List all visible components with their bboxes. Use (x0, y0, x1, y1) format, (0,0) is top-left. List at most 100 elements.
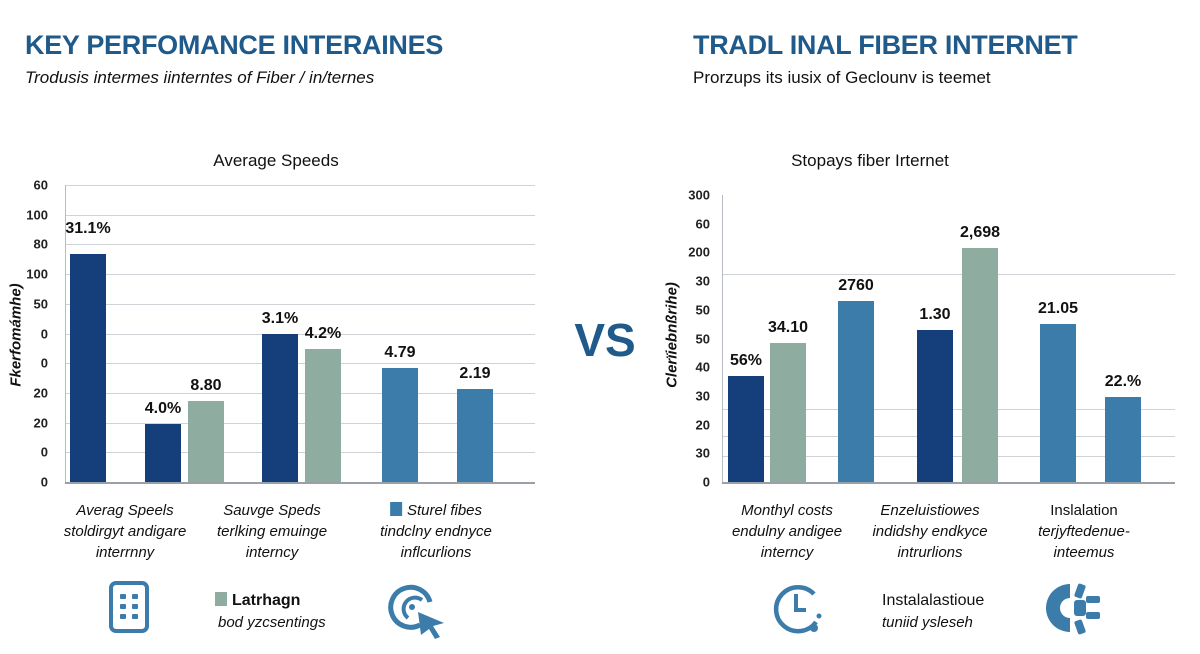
target-cursor-icon (388, 584, 444, 639)
bar-value-label: 2760 (838, 276, 874, 294)
y-tick-label: 300 (688, 187, 710, 203)
bar-value-label: 4.0% (144, 400, 182, 418)
category-line: terjyftedenue- (1038, 523, 1130, 540)
category-line: interrnny (95, 544, 155, 561)
left-title: KEY PERFOMANCE INTERAINES (25, 30, 444, 60)
category-line: interncy (245, 544, 299, 561)
y-tick-label: 100 (26, 207, 48, 223)
y-tick-label: 30 (695, 445, 710, 461)
left-category-3: Sturel fibes tindclny endnyce inflcurlio… (380, 500, 492, 563)
category-line: endulny andigee (731, 523, 843, 540)
bar (70, 253, 106, 482)
gridline (65, 392, 535, 394)
y-tick-label: 50 (33, 296, 48, 312)
bar (1040, 323, 1076, 482)
left-category-2: Sauvge Speds terlking emuinge interncy (217, 500, 327, 563)
gridline (65, 274, 535, 276)
category-line: tindclny endnyce (380, 523, 492, 540)
bar (728, 376, 764, 482)
right-category-3: Inslalation terjyftedenue- inteemus (1038, 500, 1130, 563)
bar-value-label: 2,698 (959, 224, 1001, 242)
vs-label: VS (574, 314, 636, 366)
bar (838, 300, 874, 482)
right-category-2: Enzeluistiowes indidshy endkyce intrurli… (872, 500, 987, 563)
gridline (722, 273, 1175, 275)
right-chart-title: Stopays fiber Irternet (791, 151, 949, 170)
category-line: intrurlions (897, 544, 963, 561)
category-line: terlking emuinge (216, 523, 328, 540)
right-subtitle: Prorzups its iusix of Geclounv is teemet (693, 68, 991, 87)
bar-value-label: 1.30 (919, 305, 951, 323)
bar-value-label: 31.1% (65, 219, 111, 237)
y-tick-label: 0 (40, 444, 48, 460)
gridline (65, 482, 535, 484)
bar (962, 248, 998, 482)
y-tick-label: 200 (688, 244, 710, 260)
bar (917, 329, 953, 482)
bar (382, 367, 418, 482)
gridline (65, 303, 535, 305)
bar (770, 343, 806, 482)
category-line: indidshy endkyce (872, 523, 988, 540)
legend-item-left: Latrhagn (215, 592, 300, 610)
category-line: Sturel fibes (406, 502, 483, 519)
y-tick-label: 100 (26, 266, 48, 282)
y-tick-label: 30 (695, 273, 710, 289)
legend-label-right: Instalalastioue (882, 592, 985, 609)
gear-icon (1046, 583, 1100, 635)
bar-value-label: 8.80 (190, 376, 222, 394)
bar-value-label: 2.19 (459, 365, 491, 383)
y-tick-label: 60 (695, 216, 710, 232)
y-tick-label: 0 (40, 355, 48, 371)
y-axis-line (722, 195, 723, 482)
legend-sublabel-left: bod yzcsentings (218, 614, 326, 631)
bar (145, 424, 181, 482)
y-tick-label: 50 (695, 302, 710, 318)
bar (457, 389, 493, 482)
clock-icon (773, 585, 822, 634)
y-tick-label: 20 (33, 385, 48, 401)
gridline (65, 244, 535, 246)
gridline (722, 482, 1175, 484)
bar-value-label: 34.10 (767, 319, 809, 337)
gridline (65, 422, 535, 424)
y-tick-label: 60 (33, 177, 48, 193)
category-line: interncy (760, 544, 814, 561)
y-tick-label: 40 (695, 359, 710, 375)
left-chart-title: Average Speeds (213, 151, 339, 170)
bar (188, 400, 224, 482)
legend-sublabel-right: tuniid ysleseh (882, 614, 973, 631)
category-line: Inslalation (1050, 502, 1118, 519)
category-line: inteemus (1053, 544, 1115, 561)
bar-value-label: 3.1% (261, 310, 299, 328)
bar-value-label: 22.% (1104, 373, 1142, 391)
category-line: inflcurlions (400, 544, 472, 561)
bar (305, 348, 341, 482)
category-line: Averag Speels (76, 502, 174, 519)
y-tick-label: 20 (33, 415, 48, 431)
y-tick-label: 0 (40, 474, 48, 490)
gridline (65, 452, 535, 454)
left-category-1: Averag Speels stoldirgyt andigare interr… (64, 500, 187, 563)
category-line: Sauvge Speds (223, 502, 321, 519)
bar (262, 334, 298, 482)
right-title: TRADL INAL FIBER INTERNET (693, 30, 1078, 60)
y-tick-label: 0 (702, 474, 710, 490)
category-line: stoldirgyt andigare (63, 523, 187, 540)
y-axis-line (65, 185, 66, 482)
bar (1105, 397, 1141, 482)
y-tick-label: 0 (40, 326, 48, 341)
category-line: Enzeluistiowes (880, 502, 980, 519)
category-line: Monthyl costs (741, 502, 833, 519)
bar-value-label: 21.05 (1037, 299, 1079, 317)
y-tick-label: 30 (695, 388, 710, 404)
y-tick-label: 50 (695, 331, 710, 346)
tablet-icon (109, 581, 149, 633)
right-category-1: Monthyl costs endulny andigee interncy (732, 500, 842, 563)
bar-value-label: 56% (729, 352, 763, 370)
bar-value-label: 4.2% (304, 324, 342, 342)
y-tick-label: 20 (695, 417, 710, 433)
bar-value-label: 4.79 (384, 343, 416, 361)
y-tick-label: 80 (33, 236, 48, 252)
legend-label: Latrhagn (232, 592, 301, 609)
